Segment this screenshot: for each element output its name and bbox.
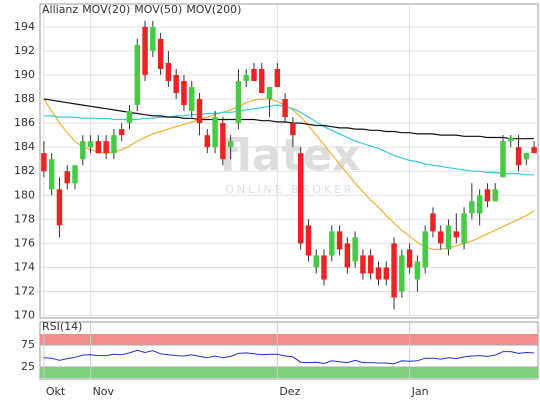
candle-body [142, 26, 148, 75]
candle-body [336, 231, 343, 250]
watermark-sub: ONLINE BROKER [225, 183, 355, 196]
candle-body [344, 243, 351, 268]
candle-body [56, 189, 63, 226]
y-tick-label: 170 [14, 309, 35, 322]
candle-body [422, 231, 428, 268]
candle-body [329, 231, 335, 256]
rsi-tick-label: 75 [21, 338, 35, 351]
y-tick-label: 182 [14, 164, 35, 177]
candle-body [134, 44, 140, 106]
rsi-line [43, 349, 535, 365]
candle-body [305, 225, 312, 256]
y-tick-label: 192 [14, 44, 35, 57]
x-tick-label: Nov [93, 385, 115, 398]
watermark: flatex [219, 130, 361, 181]
candle-body [469, 201, 475, 214]
candle-body [80, 141, 86, 160]
candle-body [399, 255, 405, 292]
y-tick-label: 180 [14, 188, 35, 201]
candle-body [72, 165, 78, 184]
y-tick-label: 184 [14, 140, 35, 153]
candle-body [297, 153, 304, 244]
candle-body [484, 189, 491, 202]
y-tick-label: 188 [14, 92, 35, 105]
x-tick-label: Jan [411, 385, 429, 398]
candle-body [515, 147, 522, 166]
candle-body [406, 249, 413, 268]
candle-body [227, 141, 234, 148]
candle-body [391, 243, 397, 298]
candle-body [508, 137, 514, 142]
candle-body [48, 159, 55, 190]
candle-body [251, 68, 257, 81]
candle-body [111, 135, 117, 154]
candle-body [321, 255, 327, 280]
candle-body [243, 74, 249, 81]
candle-body [360, 255, 366, 274]
candle-body [352, 237, 358, 262]
candle-body [500, 141, 506, 178]
y-tick-label: 194 [14, 20, 35, 33]
candle-body [235, 80, 242, 124]
candle-body [414, 261, 421, 280]
moving-average-line [43, 104, 535, 176]
plot-frame [39, 3, 539, 319]
candle-body [173, 74, 179, 94]
candle-body [126, 111, 133, 124]
candle-body [461, 213, 467, 244]
candle-body [118, 129, 125, 136]
candle-body [103, 141, 109, 154]
legend-entry: MOV(50) [134, 3, 182, 16]
candle-body [196, 99, 203, 124]
candle-body [383, 267, 389, 280]
candle-body [220, 123, 226, 160]
candle-body [476, 195, 483, 214]
candle-body [189, 87, 195, 112]
rsi-high-zone [40, 334, 538, 345]
y-tick-label: 186 [14, 116, 35, 129]
chart-title: Allianz [42, 3, 78, 16]
candle-body [266, 87, 273, 100]
candle-body [430, 213, 436, 232]
candle-body [87, 141, 94, 148]
candle-body [181, 80, 187, 106]
candle-body [212, 117, 218, 148]
candle-body [492, 189, 498, 202]
candle-body [165, 62, 172, 81]
candle-body [157, 38, 164, 69]
candle-body [523, 153, 530, 160]
x-tick-label: Dez [279, 385, 300, 398]
candle-body [204, 135, 211, 148]
rsi-low-zone [40, 367, 538, 378]
candle-body [282, 99, 288, 118]
candle-body [41, 153, 47, 172]
y-tick-label: 190 [14, 68, 35, 81]
candle-body [445, 225, 452, 250]
candle-body [375, 267, 382, 280]
candle-body [531, 147, 537, 154]
candle-body [290, 123, 296, 136]
candle-body [259, 68, 265, 94]
candle-body [95, 141, 102, 154]
candle-body [64, 171, 70, 184]
legend-entry: MOV(200) [186, 3, 241, 16]
candle-body [367, 255, 374, 274]
y-tick-label: 174 [14, 260, 35, 273]
rsi-tick-label: 25 [21, 360, 35, 373]
y-tick-label: 176 [14, 236, 35, 249]
legend-entry: MOV(20) [82, 3, 130, 16]
candle-body [274, 68, 281, 88]
y-tick-label: 178 [14, 212, 35, 225]
candle-body [150, 26, 156, 51]
candle-body [453, 231, 460, 238]
x-tick-label: Okt [46, 385, 66, 398]
rsi-label: RSI(14) [42, 320, 82, 333]
moving-average-line [43, 98, 535, 140]
candle-body [313, 255, 319, 268]
candle-body [438, 231, 444, 244]
y-tick-label: 172 [14, 285, 35, 298]
